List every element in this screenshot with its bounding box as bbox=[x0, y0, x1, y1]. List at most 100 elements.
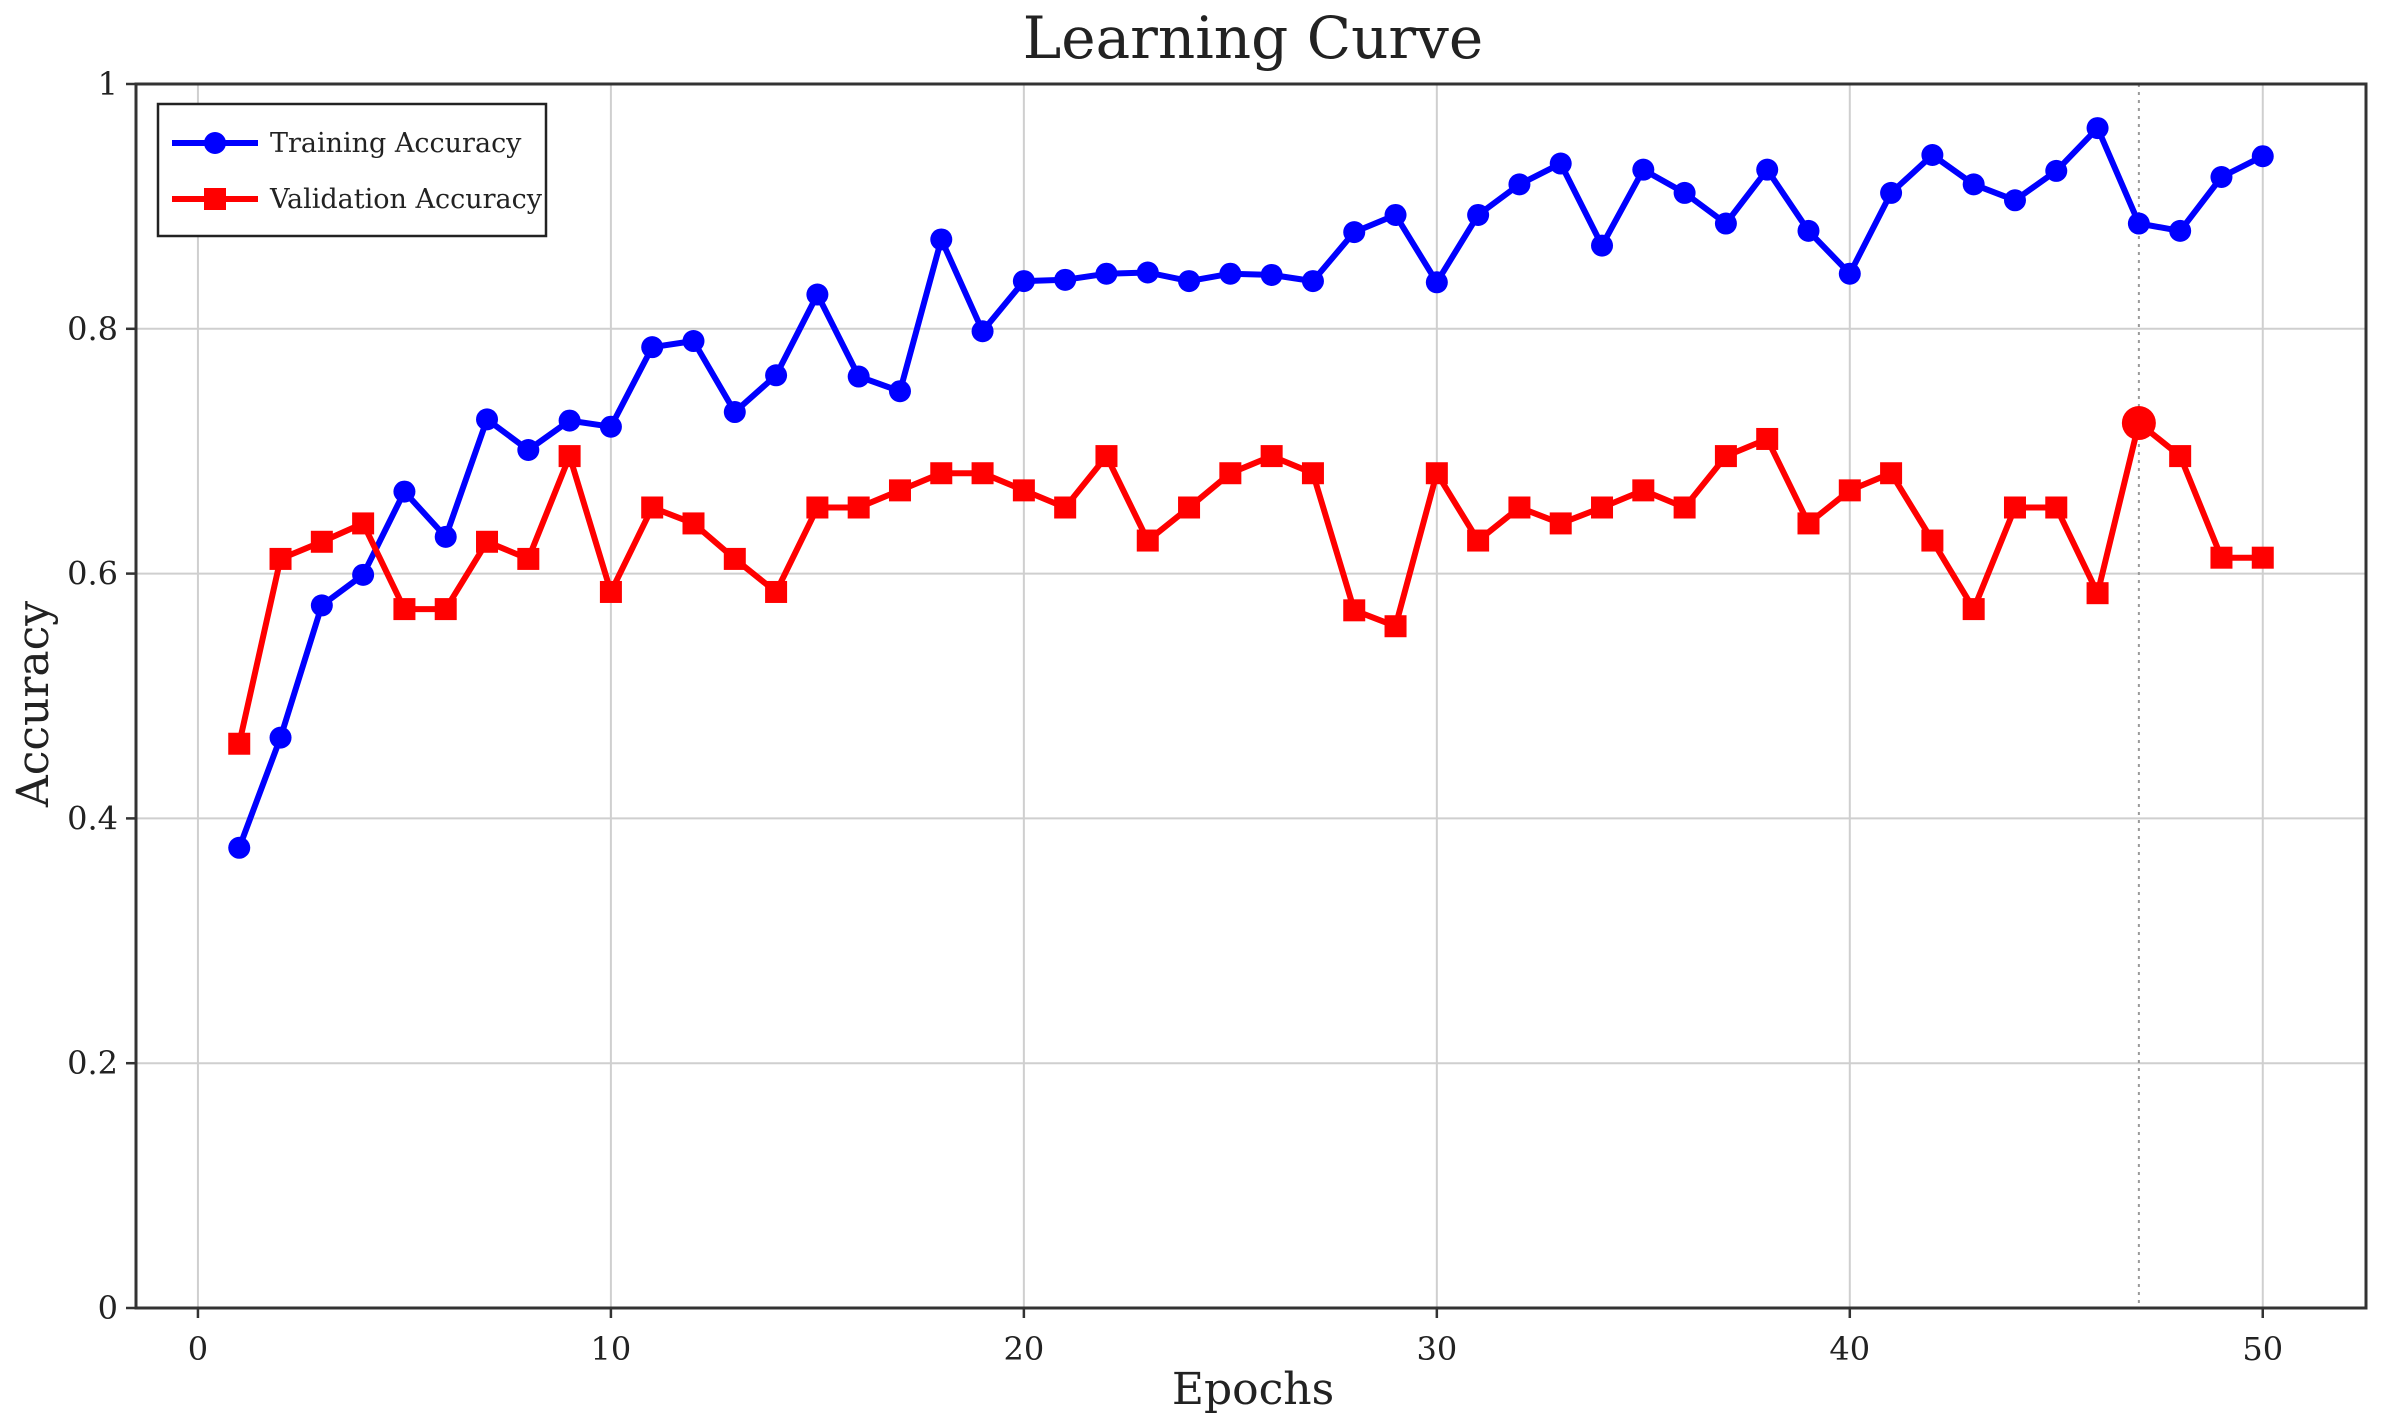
data-point bbox=[1343, 221, 1366, 244]
data-point bbox=[765, 580, 788, 603]
data-point bbox=[2169, 219, 2192, 242]
series-layer bbox=[228, 117, 2274, 859]
data-point bbox=[806, 496, 829, 519]
x-tick-label: 0 bbox=[188, 1330, 208, 1368]
data-point bbox=[1095, 445, 1118, 468]
data-point bbox=[1260, 445, 1283, 468]
data-point bbox=[1714, 445, 1737, 468]
data-point bbox=[2210, 546, 2233, 569]
data-point bbox=[1962, 598, 1985, 621]
data-point bbox=[2045, 496, 2068, 519]
data-point bbox=[476, 530, 499, 553]
x-tick-label: 30 bbox=[1416, 1330, 1457, 1368]
data-point bbox=[2086, 117, 2109, 140]
best-epoch-marker bbox=[2121, 406, 2156, 441]
y-tick-label: 0.2 bbox=[67, 1044, 118, 1082]
data-point bbox=[1838, 262, 1861, 285]
data-point bbox=[434, 598, 457, 621]
series-training-accuracy bbox=[228, 117, 2274, 859]
y-tick-label: 0.4 bbox=[67, 799, 118, 837]
data-point bbox=[1921, 143, 1944, 166]
data-point bbox=[558, 445, 581, 468]
data-point bbox=[1301, 270, 1324, 293]
data-point bbox=[723, 401, 746, 424]
data-point bbox=[888, 479, 911, 502]
series-line bbox=[236, 420, 2263, 745]
y-tick-label: 0 bbox=[98, 1289, 118, 1327]
data-point bbox=[352, 563, 375, 586]
legend-box bbox=[156, 102, 548, 238]
y-axis-label: Accuracy bbox=[8, 601, 59, 808]
data-point bbox=[1838, 479, 1861, 502]
data-point bbox=[1219, 262, 1242, 285]
data-point bbox=[1632, 158, 1655, 181]
legend: Training Accuracy Validation Accuracy bbox=[156, 102, 548, 238]
data-point bbox=[517, 438, 540, 461]
x-tick-label: 50 bbox=[2242, 1330, 2283, 1368]
data-point bbox=[847, 365, 870, 388]
data-point bbox=[1384, 615, 1407, 638]
data-point bbox=[599, 580, 622, 603]
data-point bbox=[1260, 263, 1283, 286]
y-axis-ticks: 0 0.2 0.4 0.6 0.8 1 bbox=[67, 65, 136, 1327]
data-point bbox=[2045, 159, 2068, 182]
data-point bbox=[558, 409, 581, 432]
data-point bbox=[393, 598, 416, 621]
data-point bbox=[2210, 166, 2233, 189]
data-point bbox=[1095, 262, 1118, 285]
data-point bbox=[1178, 496, 1201, 519]
x-tick-label: 20 bbox=[1004, 1330, 1045, 1368]
data-point bbox=[641, 496, 664, 519]
x-tick-label: 10 bbox=[591, 1330, 632, 1368]
data-point bbox=[1508, 173, 1531, 196]
series-validation-accuracy bbox=[228, 412, 2274, 755]
data-point bbox=[393, 480, 416, 503]
data-point bbox=[1797, 512, 1820, 535]
y-tick-label: 0.8 bbox=[67, 310, 118, 348]
data-point bbox=[1591, 234, 1614, 257]
data-point bbox=[1880, 181, 1903, 204]
data-point bbox=[1425, 271, 1448, 294]
grid-lines bbox=[136, 83, 2366, 1309]
data-point bbox=[1962, 173, 1985, 196]
legend-entry-label: Training Accuracy bbox=[270, 128, 522, 159]
data-point bbox=[352, 512, 375, 535]
data-point bbox=[228, 836, 251, 859]
plot-frame bbox=[134, 82, 2368, 1310]
data-point bbox=[971, 320, 994, 343]
legend-marker bbox=[204, 132, 226, 154]
legend-entry-label: Validation Accuracy bbox=[269, 184, 543, 215]
data-point bbox=[1632, 479, 1655, 502]
data-point bbox=[1673, 181, 1696, 204]
data-point bbox=[1549, 152, 1572, 175]
data-point bbox=[971, 462, 994, 485]
data-point bbox=[1508, 496, 1531, 519]
data-point bbox=[1343, 599, 1366, 622]
data-point bbox=[269, 726, 292, 749]
data-point bbox=[434, 525, 457, 548]
data-point bbox=[847, 496, 870, 519]
x-axis-ticks: 0 10 20 30 40 50 bbox=[188, 1308, 2283, 1368]
data-point bbox=[682, 330, 705, 353]
data-point bbox=[1054, 268, 1077, 291]
data-point bbox=[1591, 496, 1614, 519]
data-point bbox=[1549, 512, 1572, 535]
data-point bbox=[1880, 462, 1903, 485]
x-axis-label: Epochs bbox=[1172, 1364, 1334, 1415]
data-point bbox=[888, 380, 911, 403]
data-point bbox=[682, 512, 705, 535]
data-point bbox=[269, 547, 292, 570]
data-point bbox=[228, 732, 251, 755]
data-point bbox=[1797, 219, 1820, 242]
data-point bbox=[2127, 212, 2150, 235]
data-point bbox=[2003, 496, 2026, 519]
data-point bbox=[1012, 479, 1035, 502]
data-point bbox=[930, 228, 953, 251]
data-point bbox=[1467, 529, 1490, 552]
data-point bbox=[1756, 158, 1779, 181]
data-point bbox=[1425, 462, 1448, 485]
data-point bbox=[517, 547, 540, 570]
data-point bbox=[1756, 427, 1779, 450]
data-point bbox=[1219, 462, 1242, 485]
